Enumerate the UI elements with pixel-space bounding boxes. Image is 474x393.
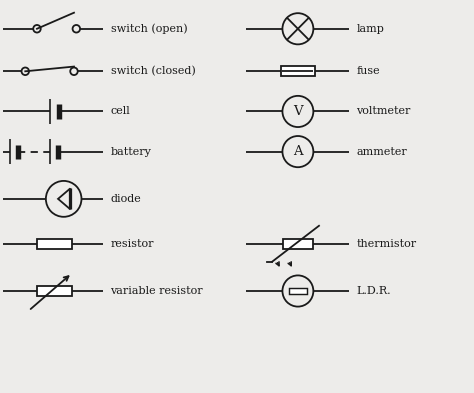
Text: cell: cell bbox=[110, 107, 130, 116]
Bar bbox=[37, 239, 72, 249]
Text: A: A bbox=[293, 145, 303, 158]
Bar bbox=[283, 239, 313, 249]
Text: lamp: lamp bbox=[356, 24, 384, 34]
Text: switch (open): switch (open) bbox=[110, 24, 187, 34]
Text: ammeter: ammeter bbox=[356, 147, 407, 157]
Text: battery: battery bbox=[110, 147, 151, 157]
Text: diode: diode bbox=[110, 194, 141, 204]
Text: variable resistor: variable resistor bbox=[110, 286, 203, 296]
Text: fuse: fuse bbox=[356, 66, 380, 76]
Bar bbox=[281, 66, 315, 77]
Bar bbox=[37, 286, 72, 296]
Text: L.D.R.: L.D.R. bbox=[356, 286, 391, 296]
Text: resistor: resistor bbox=[110, 239, 154, 249]
Text: voltmeter: voltmeter bbox=[356, 107, 411, 116]
Text: switch (closed): switch (closed) bbox=[110, 66, 195, 77]
Bar bbox=[289, 288, 307, 294]
Text: V: V bbox=[293, 105, 303, 118]
Text: thermistor: thermistor bbox=[356, 239, 417, 249]
